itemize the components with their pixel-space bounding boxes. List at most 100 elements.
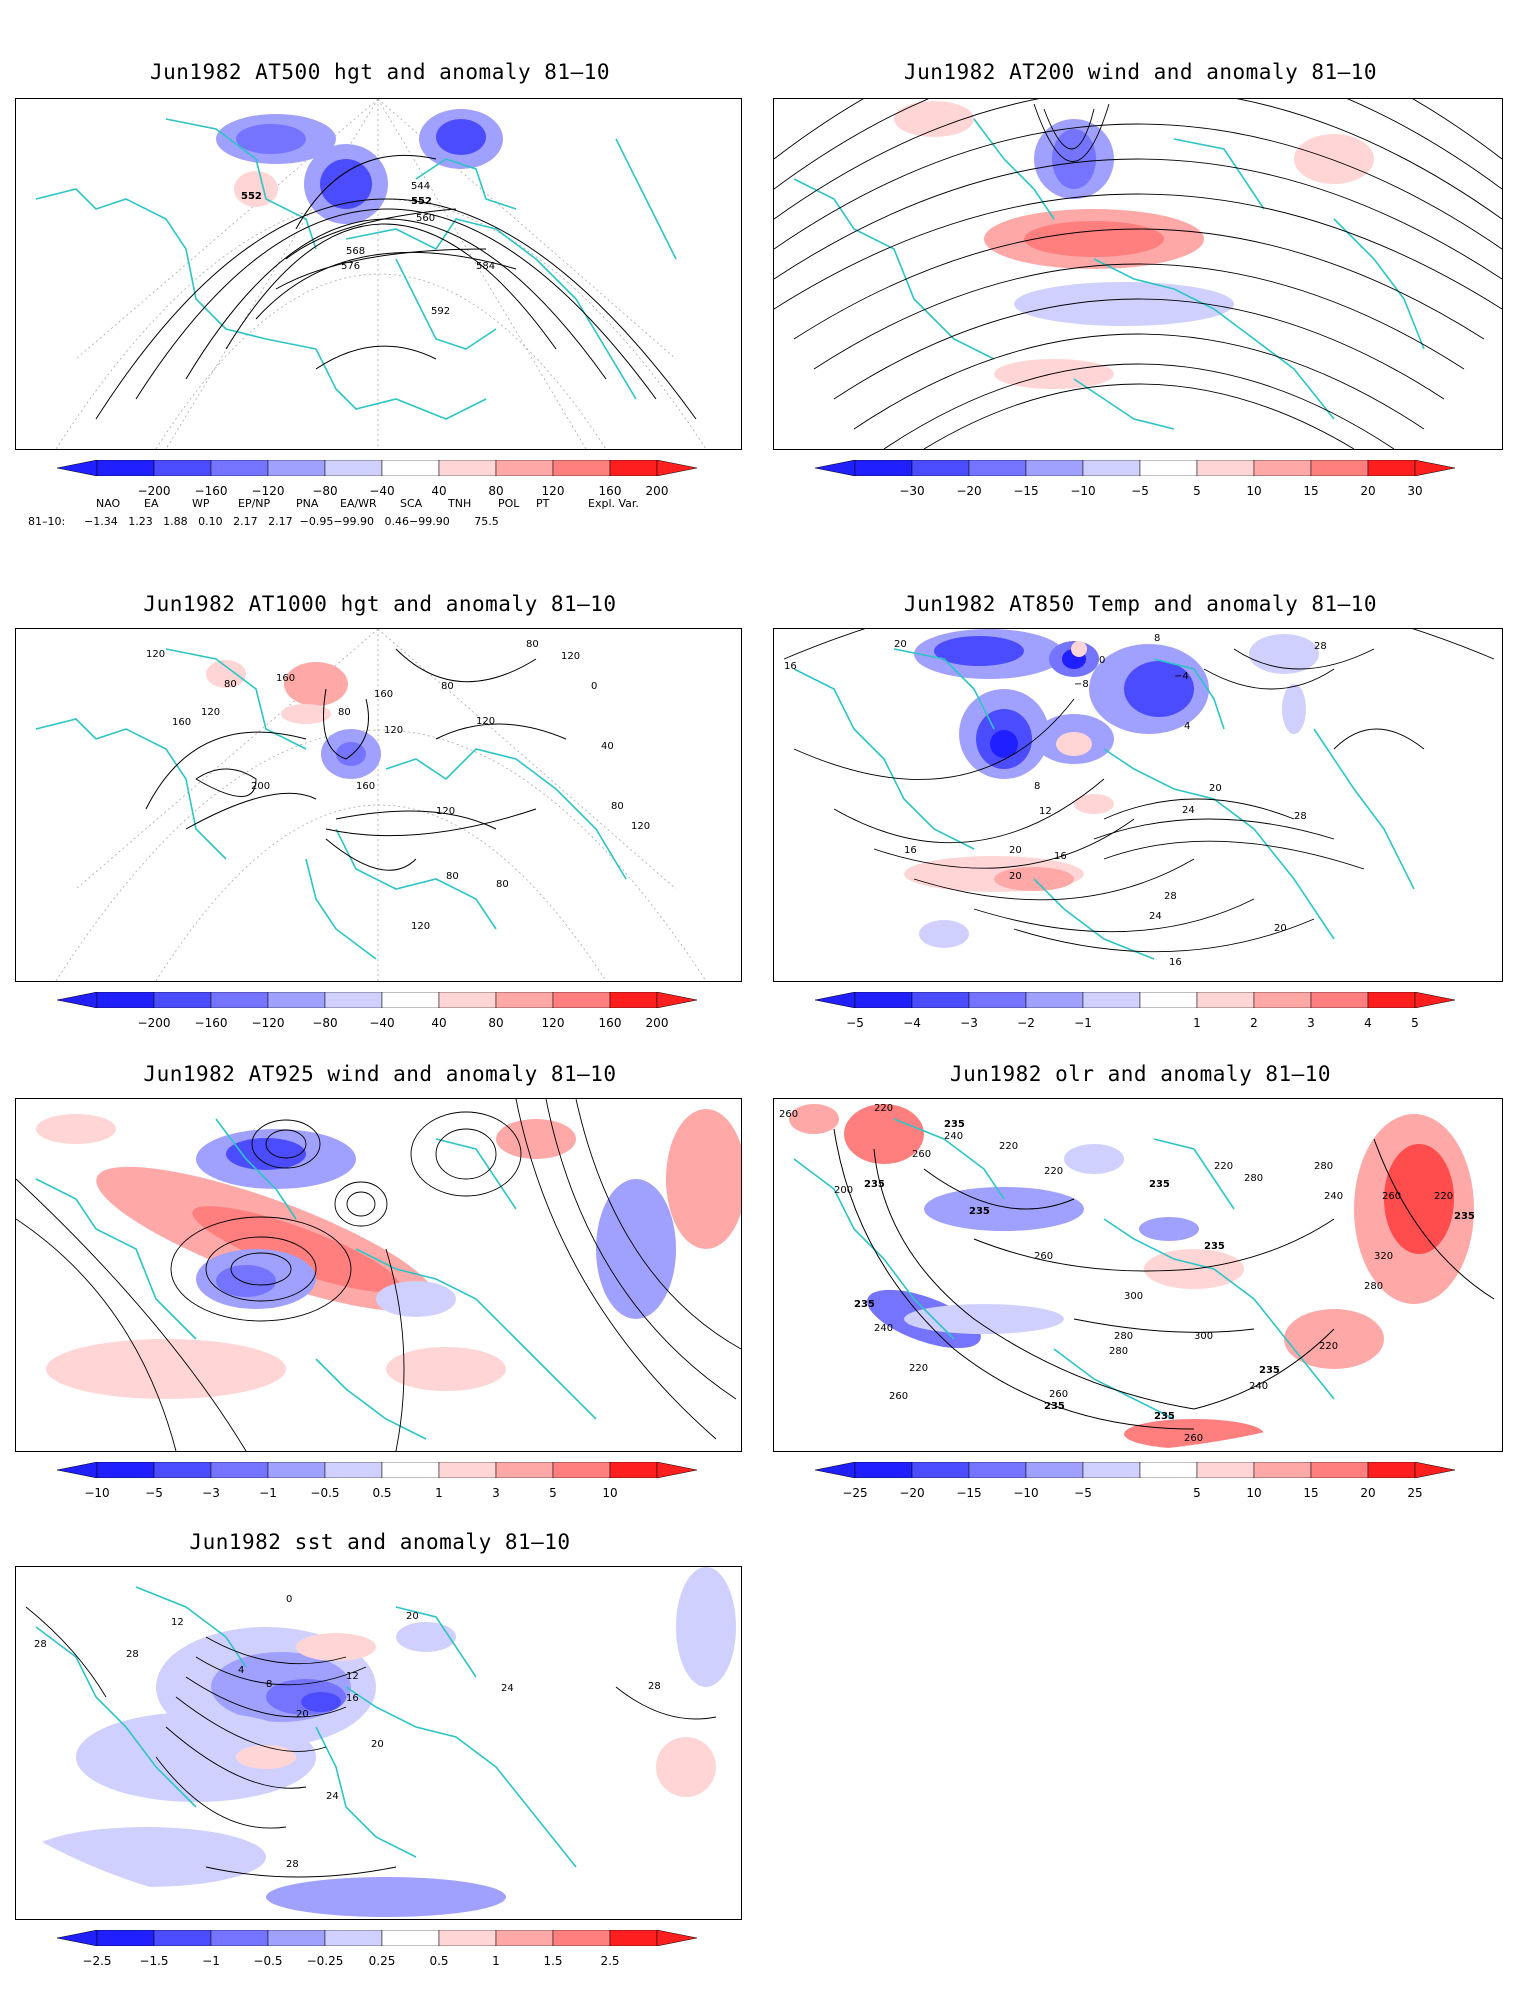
anomaly-fill (894, 101, 1374, 389)
colorbar-label: −30 (899, 484, 925, 498)
tele-values: −1.34 1.23 1.88 0.10 2.17 2.17 −0.95−99.… (84, 515, 499, 528)
contour-label: 80 (441, 681, 454, 692)
contour-label: 120 (146, 649, 165, 660)
colorbar-label: 120 (541, 484, 565, 498)
map-plot: 260 220 235 240 220 235 220 200 235 260 … (774, 1099, 1502, 1451)
contour-label: 160 (276, 673, 295, 684)
contour-label: 235 (1149, 1179, 1170, 1190)
contour-label: 20 (296, 1709, 309, 1720)
colorbar-label: 1 (492, 1954, 500, 1968)
contour-label: 20 (371, 1739, 384, 1750)
tele-header: POL (498, 497, 520, 510)
contour-label: 8 (266, 1679, 272, 1690)
contour-label: 8 (1034, 781, 1040, 792)
colorbar-label: −5 (1074, 1486, 1092, 1500)
colorbar-label: −120 (251, 1016, 285, 1030)
colorbar-label: −5 (1131, 484, 1149, 498)
contour-label: 12 (171, 1617, 184, 1628)
contour-label: 20 (1209, 783, 1222, 794)
colorbar-label: 15 (1303, 1486, 1319, 1500)
contour-label: 544 (411, 181, 430, 192)
contour-label: 120 (411, 921, 430, 932)
contour-label: 28 (286, 1859, 299, 1870)
contour-label: 28 (34, 1639, 47, 1650)
contour-label: −4 (1174, 671, 1189, 682)
colorbar-label: 3 (1307, 1016, 1315, 1030)
colorbar-label: 80 (488, 1016, 504, 1030)
contour-label: 592 (431, 306, 450, 317)
colorbar-label: −80 (312, 484, 338, 498)
panel-at500-hgt: Jun1982 AT500 hgt and anomaly 81–10 (15, 60, 745, 530)
anomaly-fill (904, 629, 1319, 948)
contour-label: 20 (406, 1611, 419, 1622)
contour-label: 560 (416, 213, 435, 224)
contour-label: 160 (172, 717, 191, 728)
contour-label: 80 (224, 679, 237, 690)
contour-label: 260 (1184, 1433, 1203, 1444)
contour-label: 0 (591, 681, 597, 692)
contour-label: 320 (1374, 1251, 1393, 1262)
panel-title: Jun1982 AT1000 hgt and anomaly 81–10 (143, 592, 617, 616)
contour-label: 28 (1294, 811, 1307, 822)
contour-label: 28 (1314, 641, 1327, 652)
colorbar-label: −0.5 (310, 1486, 340, 1500)
colorbar-label: 120 (541, 1016, 565, 1030)
contour-labels: 28 0 12 4 8 12 16 20 20 24 24 28 28 20 2… (34, 1594, 661, 1870)
contour-label: 160 (356, 781, 375, 792)
contour-label: 300 (1124, 1291, 1143, 1302)
tele-header: TNH (448, 497, 472, 510)
colorbar-label: −40 (369, 1016, 395, 1030)
grid-lines (55, 99, 707, 449)
colorbar: −200 −160 −120 −80 −40 40 80 120 160 200 (56, 459, 698, 500)
contour-label: 260 (1034, 1251, 1053, 1262)
colorbar-label: 5 (1411, 1016, 1419, 1030)
contour-label: 240 (874, 1323, 893, 1334)
contour-label: 235 (1204, 1241, 1225, 1252)
colorbar-label: 10 (1246, 1486, 1262, 1500)
panel-title: Jun1982 AT850 Temp and anomaly 81–10 (903, 592, 1378, 616)
colorbar-label: −40 (369, 484, 395, 498)
contour-label: 280 (1364, 1281, 1383, 1292)
colorbar-label: −15 (1013, 484, 1039, 498)
colorbar-label: 5 (549, 1486, 557, 1500)
colorbar-label: −3 (202, 1486, 220, 1500)
colorbar-label: −200 (137, 484, 171, 498)
contour-label: 260 (889, 1391, 908, 1402)
coastlines (35, 118, 677, 420)
colorbar: −30 −20 −15 −10 −5 5 10 15 20 30 (814, 459, 1456, 500)
panel-at850-temp: Jun1982 AT850 Temp and anomaly 81–10 (773, 592, 1508, 1032)
colorbar-label: 10 (1246, 484, 1262, 498)
contour-label: 280 (1114, 1331, 1133, 1342)
contour-label: 220 (909, 1363, 928, 1374)
anomaly-fill (216, 109, 503, 224)
tele-header: EA (144, 497, 159, 510)
contour-label: 280 (1109, 1346, 1128, 1357)
map-plot (16, 1099, 741, 1451)
map-plot (774, 99, 1502, 449)
colorbar-label: −200 (137, 1016, 171, 1030)
colorbar-label: 40 (431, 1016, 447, 1030)
colorbar: −200 −160 −120 −80 −40 40 80 120 160 200 (56, 991, 698, 1032)
colorbar-label: −2 (1017, 1016, 1035, 1030)
contour-label: 235 (1259, 1365, 1280, 1376)
contour-label: 260 (912, 1149, 931, 1160)
contour-label: 24 (501, 1683, 514, 1694)
height-contours (145, 648, 567, 871)
anomaly-fill (206, 660, 381, 779)
colorbar-label: −3 (960, 1016, 978, 1030)
contour-label: 235 (944, 1119, 965, 1130)
streamlines (16, 1099, 741, 1451)
colorbar-label: 5 (1193, 1486, 1201, 1500)
colorbar-label: 3 (492, 1486, 500, 1500)
colorbar-label: −80 (312, 1016, 338, 1030)
contour-label: 568 (346, 246, 365, 257)
colorbar-label: −15 (956, 1486, 982, 1500)
contour-label: 12 (1039, 806, 1052, 817)
temp-contours (783, 629, 1495, 953)
panel-title: Jun1982 AT200 wind and anomaly 81–10 (903, 60, 1378, 84)
colorbar-label: −160 (194, 484, 228, 498)
colorbar-label: 0.5 (429, 1954, 449, 1968)
contour-label: 28 (648, 1681, 661, 1692)
colorbar-label: −4 (903, 1016, 921, 1030)
contour-label: 120 (436, 806, 455, 817)
